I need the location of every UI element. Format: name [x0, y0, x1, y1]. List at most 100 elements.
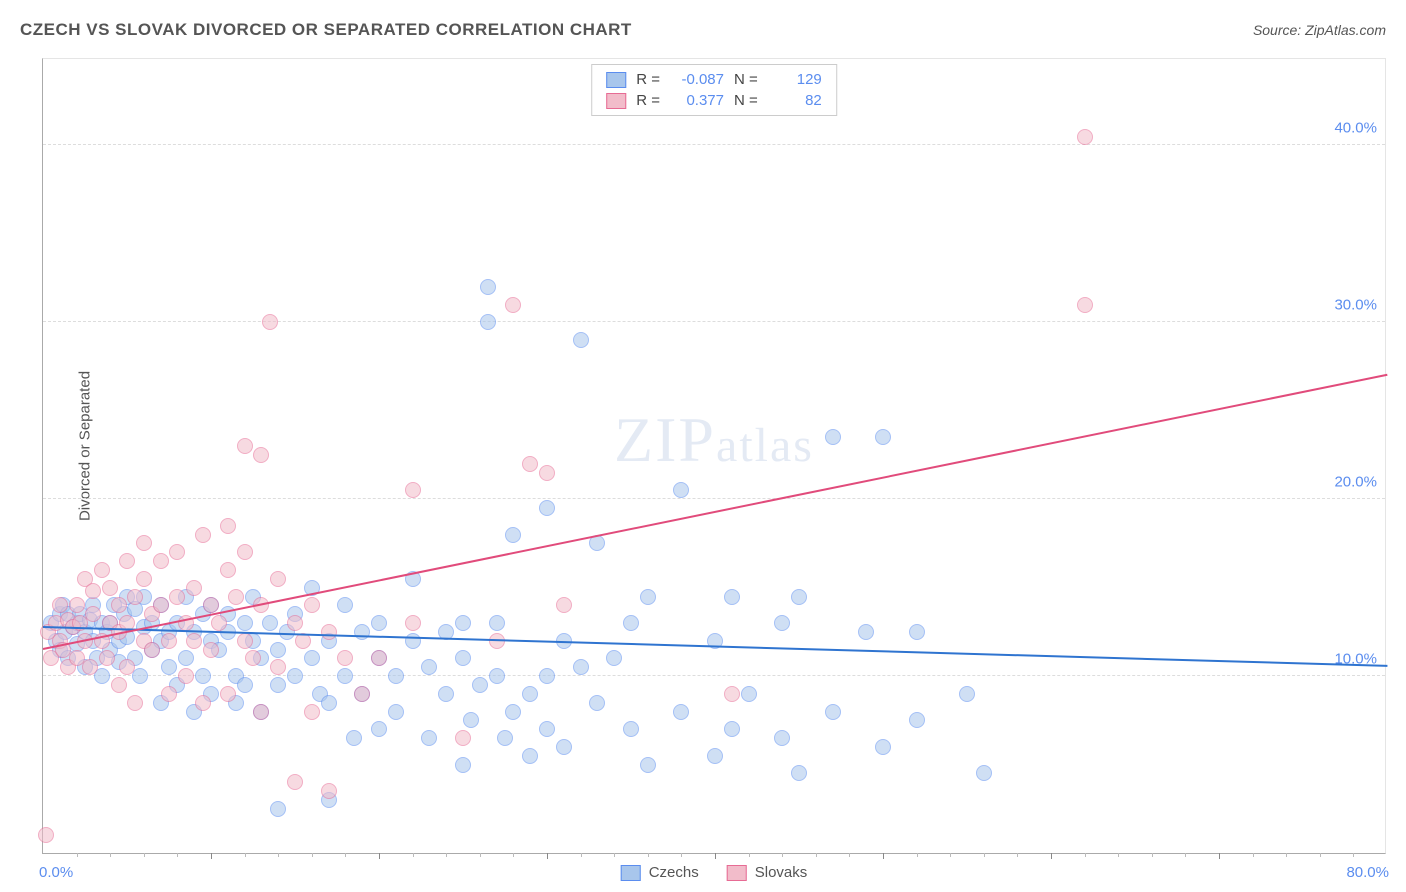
y-tick-label: 30.0% [1334, 297, 1377, 314]
data-point [94, 562, 110, 578]
data-point [253, 447, 269, 463]
x-axis-min-label: 0.0% [39, 864, 73, 881]
data-point [539, 668, 555, 684]
x-tick [379, 853, 380, 859]
series-legend-item: Czechs [621, 864, 699, 881]
data-point [556, 739, 572, 755]
data-point [178, 650, 194, 666]
data-point [99, 650, 115, 666]
x-tick [984, 853, 985, 857]
gridline [43, 321, 1385, 322]
data-point [791, 589, 807, 605]
legend-r-label: R = [636, 71, 660, 88]
gridline [43, 498, 1385, 499]
data-point [522, 686, 538, 702]
data-point [875, 739, 891, 755]
x-tick [245, 853, 246, 857]
legend-n-label: N = [734, 71, 758, 88]
data-point [220, 562, 236, 578]
data-point [203, 642, 219, 658]
data-point [186, 633, 202, 649]
data-point [245, 650, 261, 666]
watermark: ZIPatlas [614, 403, 814, 477]
data-point [304, 597, 320, 613]
data-point [875, 429, 891, 445]
legend-row: R =0.377N =82 [606, 90, 822, 111]
data-point [337, 668, 353, 684]
x-tick [816, 853, 817, 857]
x-tick [849, 853, 850, 857]
x-tick [1185, 853, 1186, 857]
data-point [153, 553, 169, 569]
legend-swatch [606, 72, 626, 88]
data-point [724, 589, 740, 605]
legend-r-value: 0.377 [670, 92, 724, 109]
x-tick [1253, 853, 1254, 857]
data-point [673, 704, 689, 720]
data-point [144, 642, 160, 658]
data-point [421, 659, 437, 675]
scatter-plot-area: ZIPatlas R =-0.087N =129R =0.377N =82 0.… [42, 58, 1386, 854]
data-point [539, 500, 555, 516]
data-point [119, 553, 135, 569]
data-point [774, 730, 790, 746]
x-tick [715, 853, 716, 859]
data-point [791, 765, 807, 781]
data-point [132, 668, 148, 684]
data-point [909, 712, 925, 728]
data-point [304, 650, 320, 666]
chart-header: CZECH VS SLOVAK DIVORCED OR SEPARATED CO… [20, 20, 1386, 40]
data-point [497, 730, 513, 746]
data-point [505, 297, 521, 313]
data-point [270, 571, 286, 587]
legend-r-label: R = [636, 92, 660, 109]
legend-swatch [727, 865, 747, 881]
data-point [463, 712, 479, 728]
data-point [1077, 129, 1093, 145]
data-point [85, 583, 101, 599]
data-point [959, 686, 975, 702]
series-legend-label: Czechs [649, 864, 699, 881]
data-point [237, 677, 253, 693]
data-point [489, 668, 505, 684]
x-tick [513, 853, 514, 857]
x-tick [211, 853, 212, 859]
data-point [270, 642, 286, 658]
data-point [707, 748, 723, 764]
data-point [388, 704, 404, 720]
series-legend-label: Slovaks [755, 864, 808, 881]
data-point [195, 668, 211, 684]
data-point [455, 730, 471, 746]
data-point [346, 730, 362, 746]
y-tick-label: 20.0% [1334, 474, 1377, 491]
data-point [909, 624, 925, 640]
data-point [161, 633, 177, 649]
data-point [270, 801, 286, 817]
x-tick [480, 853, 481, 857]
x-tick [312, 853, 313, 857]
data-point [774, 615, 790, 631]
data-point [573, 659, 589, 675]
data-point [724, 686, 740, 702]
data-point [270, 677, 286, 693]
data-point [825, 429, 841, 445]
data-point [522, 748, 538, 764]
data-point [69, 597, 85, 613]
x-tick [1286, 853, 1287, 857]
data-point [127, 589, 143, 605]
data-point [673, 482, 689, 498]
chart-source: Source: ZipAtlas.com [1253, 22, 1386, 38]
x-tick [413, 853, 414, 857]
x-tick [782, 853, 783, 857]
data-point [438, 686, 454, 702]
data-point [337, 650, 353, 666]
trend-line [43, 373, 1387, 649]
data-point [480, 279, 496, 295]
data-point [522, 456, 538, 472]
data-point [161, 686, 177, 702]
x-tick [749, 853, 750, 857]
data-point [169, 589, 185, 605]
data-point [371, 615, 387, 631]
legend-row: R =-0.087N =129 [606, 69, 822, 90]
data-point [153, 597, 169, 613]
